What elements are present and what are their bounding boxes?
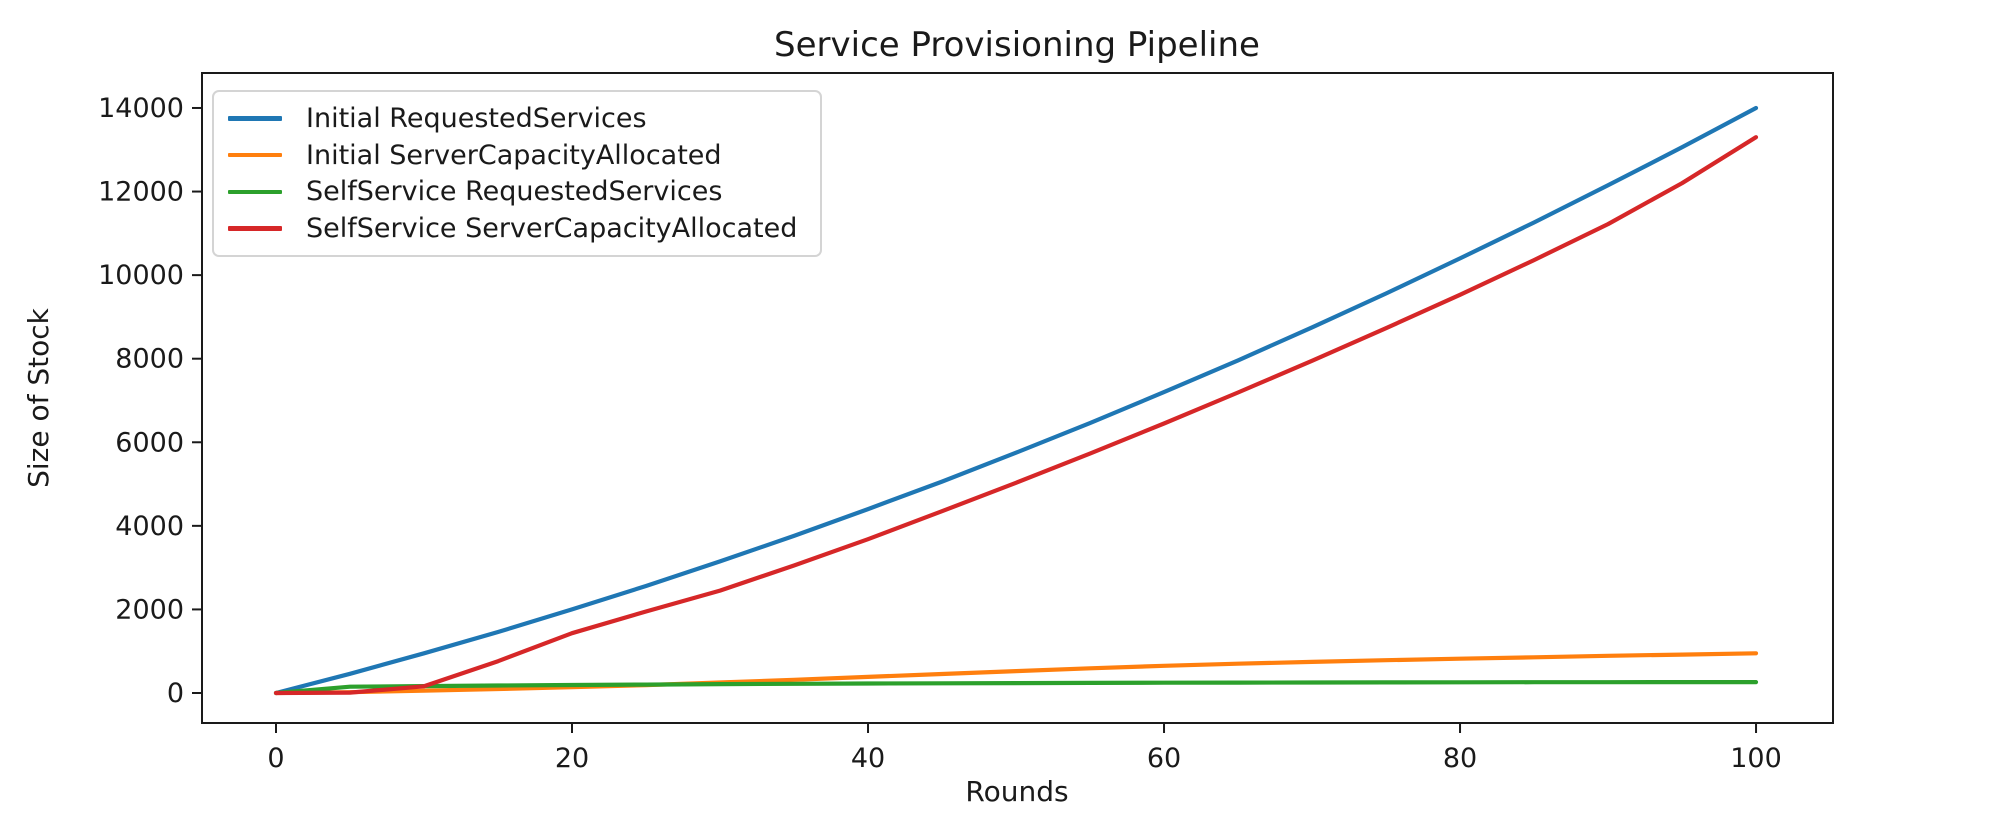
legend-swatch	[228, 152, 282, 158]
legend-label: Initial RequestedServices	[306, 102, 647, 134]
legend-swatch	[228, 226, 282, 231]
y-tick-label: 10000	[98, 260, 184, 291]
y-tick-label: 6000	[115, 427, 184, 458]
y-axis-label: Size of Stock	[22, 307, 55, 488]
x-tick-label: 20	[555, 743, 589, 774]
legend-item: Initial RequestedServices	[228, 105, 806, 132]
legend-item: SelfService ServerCapacityAllocated	[228, 215, 806, 242]
line-selfservice-servercapacityallocated	[273, 135, 1759, 696]
y-tick-label: 0	[167, 678, 184, 709]
legend-label: SelfService ServerCapacityAllocated	[306, 213, 798, 245]
y-tick-label: 8000	[115, 344, 184, 375]
axes-spines	[201, 72, 1834, 724]
line-initial-servercapacityallocated	[273, 651, 1759, 696]
x-tick-label: 100	[1730, 743, 1782, 774]
y-tick-label: 2000	[115, 594, 184, 625]
y-tick-label: 12000	[98, 177, 184, 208]
legend-item: SelfService RequestedServices	[228, 178, 806, 205]
legend-swatch	[228, 116, 282, 121]
x-axis-label: Rounds	[965, 775, 1068, 808]
legend-item: Initial ServerCapacityAllocated	[228, 142, 806, 169]
y-tick-label: 4000	[115, 511, 184, 542]
line-initial-requestedservices	[273, 105, 1759, 696]
x-tick-label: 80	[1443, 743, 1477, 774]
legend-label: SelfService RequestedServices	[306, 176, 723, 208]
line-selfservice-requestedservices	[273, 679, 1759, 696]
legend-label: Initial ServerCapacityAllocated	[306, 139, 722, 171]
legend-swatch	[228, 189, 282, 195]
chart-title: Service Provisioning Pipeline	[774, 25, 1260, 65]
x-tick-label: 0	[267, 743, 284, 774]
x-tick-label: 40	[851, 743, 885, 774]
y-tick-label: 14000	[98, 93, 184, 124]
x-tick-label: 60	[1147, 743, 1181, 774]
legend: Initial RequestedServices Initial ServerC…	[212, 90, 822, 257]
